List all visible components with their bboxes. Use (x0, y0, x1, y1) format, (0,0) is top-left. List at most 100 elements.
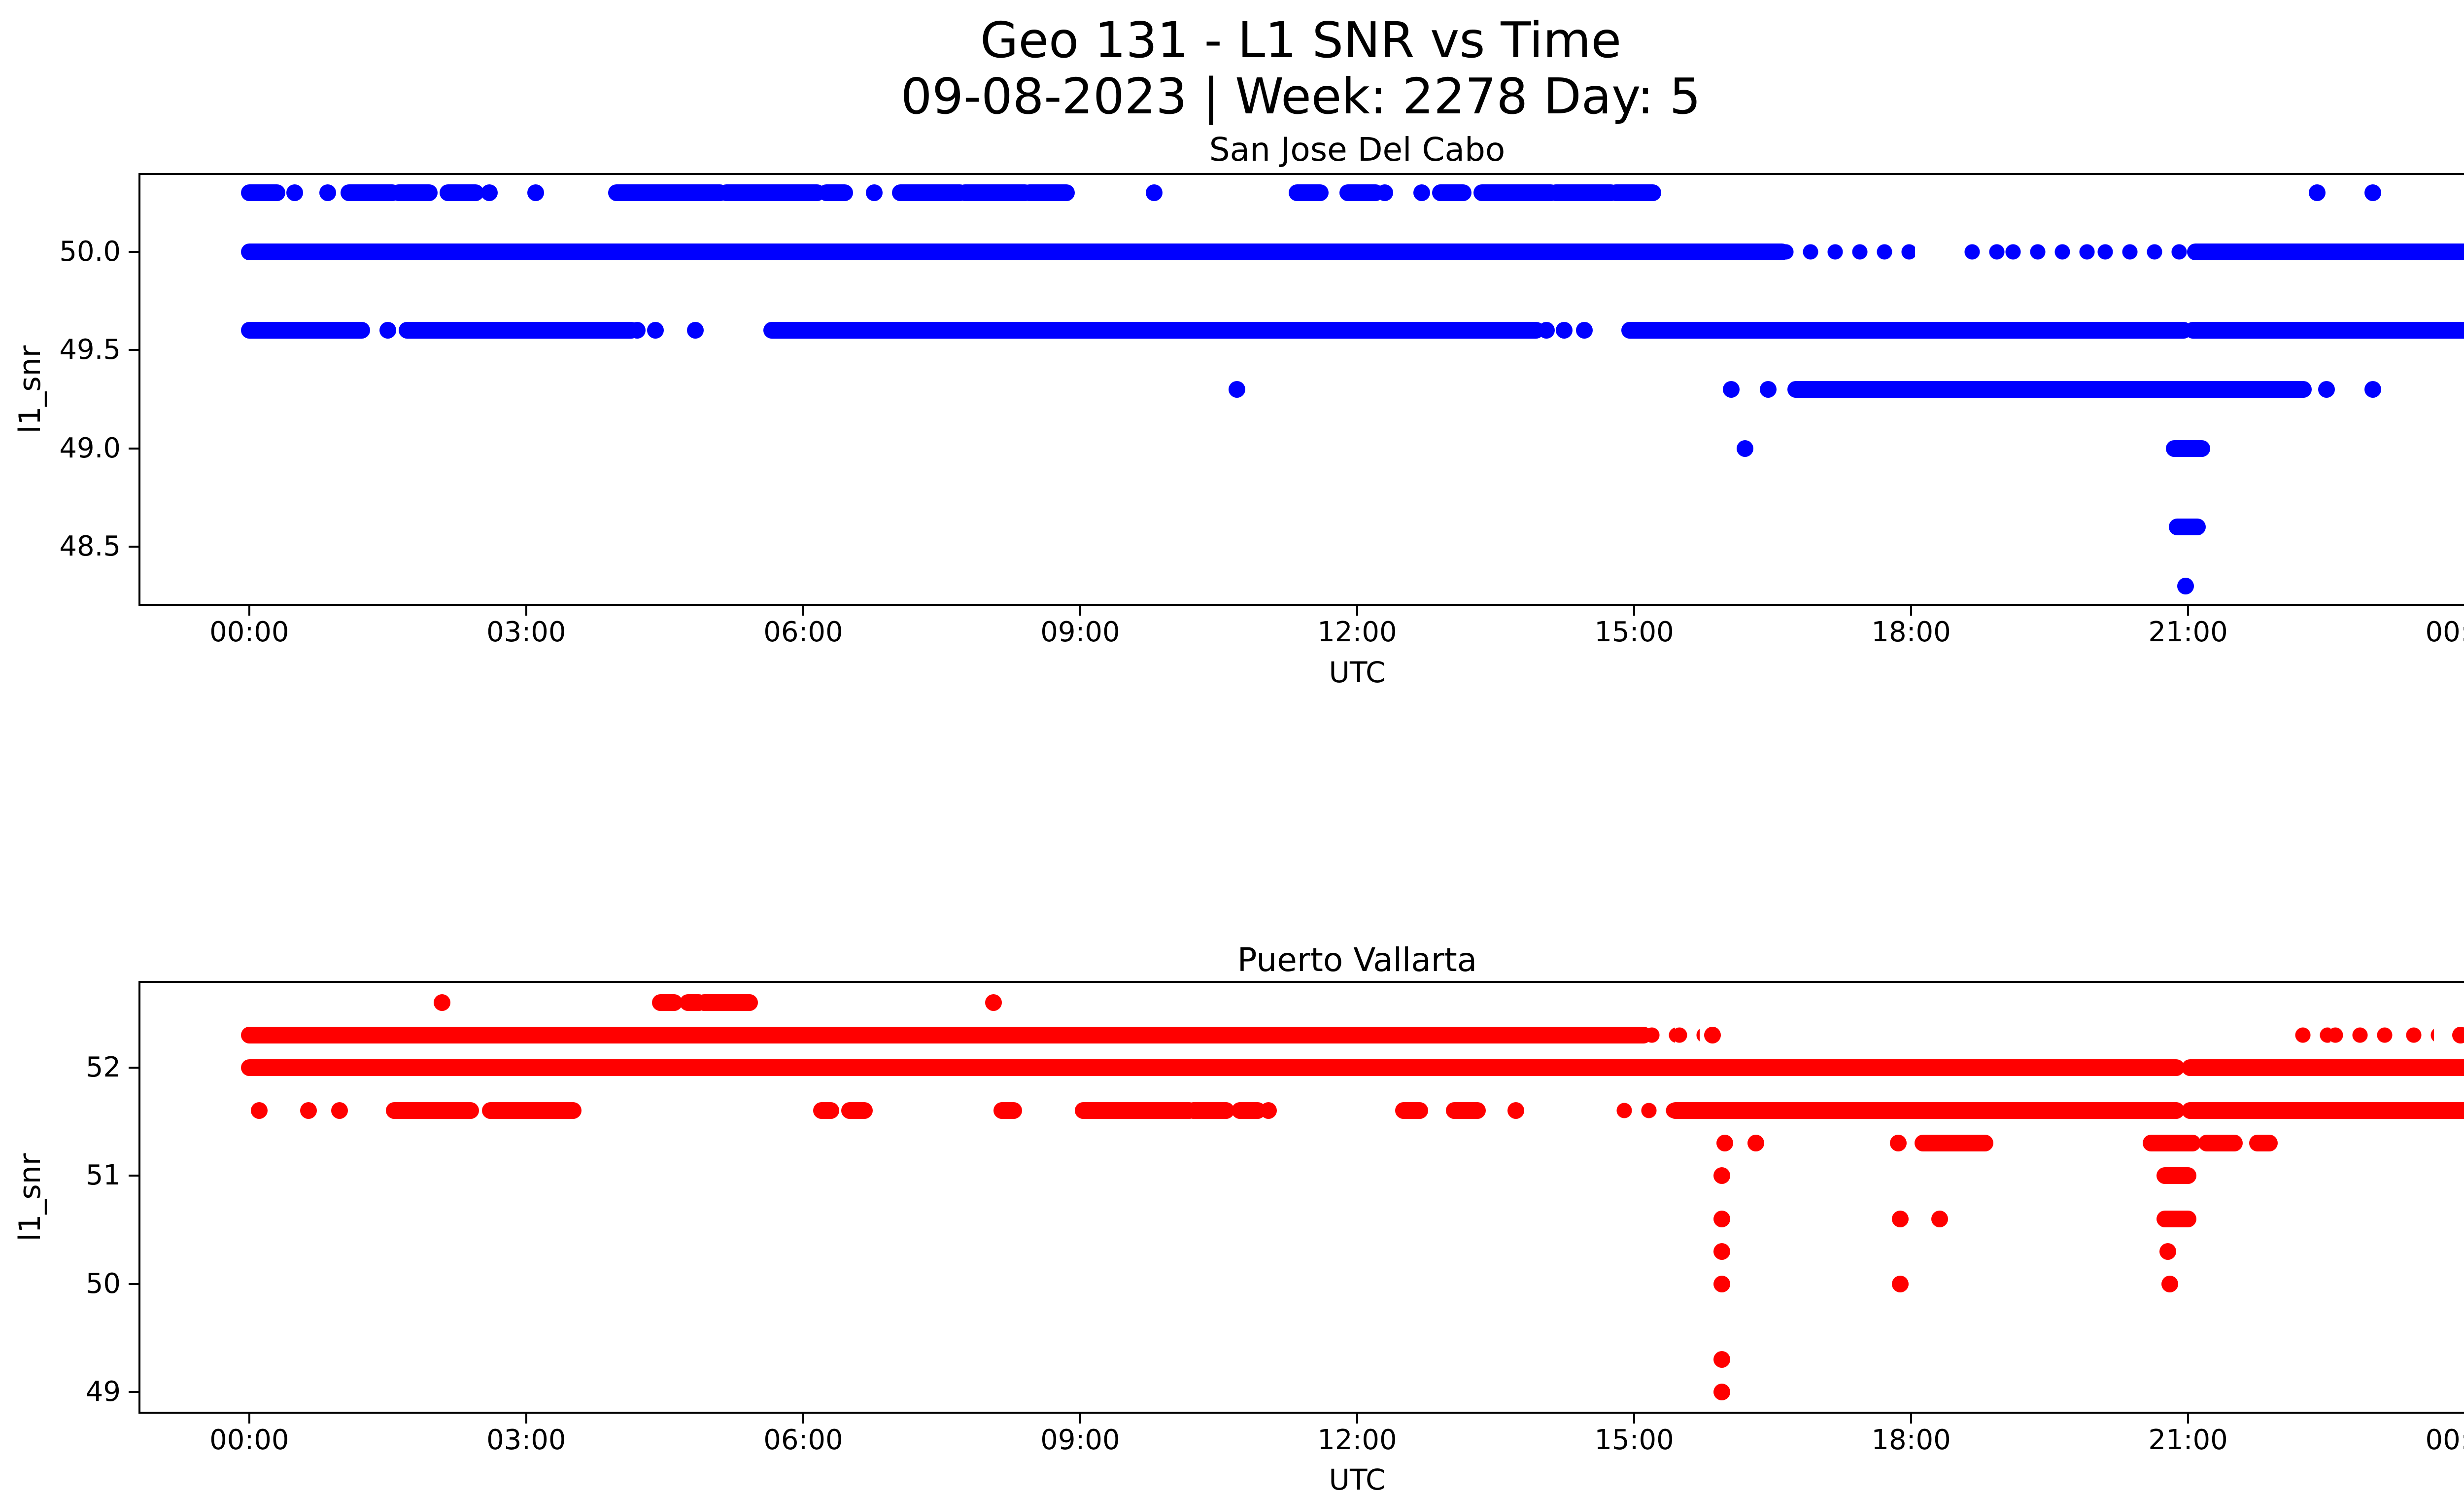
scatter-dot (2161, 1275, 2178, 1292)
x-tick-label: 00:00 (209, 616, 289, 648)
scatter-dot (331, 1102, 348, 1119)
scatter-dot (1507, 1102, 1525, 1119)
scatter-dotted-run (2401, 1026, 2434, 1043)
x-tick (1079, 606, 1081, 616)
scatter-run (390, 184, 438, 201)
x-tick (525, 1414, 527, 1424)
y-tick (129, 1175, 138, 1177)
y-tick (129, 349, 138, 351)
scatter-run (1667, 1102, 2185, 1119)
x-tick-label: 09:00 (1040, 616, 1120, 648)
x-tick-label: 21:00 (2148, 616, 2228, 648)
scatter-run (240, 243, 1790, 260)
scatter-dot (1722, 381, 1740, 398)
x-tick-label: 12:00 (1317, 1424, 1397, 1456)
x-tick-label: 15:00 (1594, 1424, 1674, 1456)
y-tick-label: 52 (85, 1051, 121, 1083)
scatter-dot (1713, 1384, 1731, 1401)
scatter-run (240, 1059, 2185, 1076)
scatter-run (2181, 1102, 2464, 1119)
figure-title-line1: Geo 131 - L1 SNR vs Time (980, 11, 1621, 69)
scatter-run (1289, 184, 1329, 201)
scatter-run (399, 322, 640, 339)
x-tick-label: 21:00 (2148, 1424, 2228, 1456)
y-tick-label: 49.5 (59, 334, 121, 366)
scatter-run (1787, 381, 2312, 398)
x-tick (248, 606, 250, 616)
x-tick (1910, 1414, 1913, 1424)
scatter-dot (1413, 184, 1431, 201)
scatter-dot (1747, 1135, 1765, 1152)
x-tick-label: 00:00 (2425, 616, 2464, 648)
scatter-run (385, 1102, 479, 1119)
scatter-run (2198, 1135, 2243, 1152)
y-tick-label: 50.0 (59, 235, 121, 268)
scatter-run (651, 994, 683, 1011)
scatter-dot (1376, 184, 1394, 201)
y-tick (129, 447, 138, 450)
scatter-dot (1229, 381, 1246, 398)
y-tick (129, 546, 138, 548)
scatter-dot (2364, 184, 2381, 201)
scatter-run (1915, 1135, 1993, 1152)
x-tick-label: 12:00 (1317, 616, 1397, 648)
x-tick (802, 1414, 804, 1424)
x-tick (802, 606, 804, 616)
x-tick-label: 06:00 (763, 616, 843, 648)
scatter-dot (2309, 184, 2326, 201)
y-tick (129, 250, 138, 253)
y-tick (129, 1283, 138, 1285)
scatter-run (2168, 519, 2206, 536)
scatter-dot (1891, 1210, 1909, 1227)
scatter-dot (866, 184, 883, 201)
scatter-dot (628, 322, 646, 339)
scatter-dot (1891, 1275, 1909, 1292)
y-tick-label: 49.0 (59, 432, 121, 464)
subplot-title-puerto-vallarta: Puerto Vallarta (1237, 941, 1477, 979)
y-tick-label: 49 (85, 1376, 121, 1408)
scatter-run (993, 1102, 1023, 1119)
scatter-dot (1704, 1026, 1721, 1043)
scatter-run (813, 1102, 840, 1119)
scatter-run (439, 184, 484, 201)
x-tick-label: 00:00 (209, 1424, 289, 1456)
scatter-dot (379, 322, 396, 339)
x-axis-label-top: UTC (1329, 656, 1386, 689)
x-tick (1910, 606, 1913, 616)
scatter-dot (2452, 1026, 2464, 1043)
scatter-dot (1931, 1210, 1949, 1227)
scatter-dot (434, 994, 451, 1011)
scatter-run (718, 184, 825, 201)
scatter-run (240, 322, 371, 339)
x-tick (1633, 1414, 1636, 1424)
x-tick (2187, 606, 2190, 616)
scatter-run (891, 184, 969, 201)
scatter-dot (527, 184, 544, 201)
scatter-dot (2364, 381, 2381, 398)
subplot-title-san-jose-del-cabo: San Jose Del Cabo (1209, 131, 1506, 169)
scatter-dot (2318, 381, 2335, 398)
y-axis-label-bottom: l1_snr (13, 1153, 47, 1242)
scatter-dot (1713, 1167, 1731, 1184)
scatter-dot (1713, 1351, 1731, 1368)
y-tick-label: 51 (85, 1159, 121, 1192)
scatter-run (956, 184, 1033, 201)
scatter-run (1185, 1102, 1234, 1119)
x-tick-label: 18:00 (1871, 1424, 1951, 1456)
scatter-run (1473, 184, 1560, 201)
x-tick (525, 606, 527, 616)
scatter-run (1021, 184, 1075, 201)
scatter-dotted-run (2000, 243, 2103, 260)
scatter-run (240, 184, 286, 201)
scatter-run (2184, 322, 2464, 339)
x-tick (1633, 606, 1636, 616)
scatter-run (1607, 184, 1661, 201)
scatter-dot (1889, 1135, 1907, 1152)
x-tick (1356, 1414, 1358, 1424)
scatter-dot (686, 322, 704, 339)
scatter-dotted-run (2093, 243, 2188, 260)
scatter-dot (2159, 1243, 2176, 1260)
scatter-dot (1759, 381, 1777, 398)
scatter-run (1232, 1102, 1266, 1119)
